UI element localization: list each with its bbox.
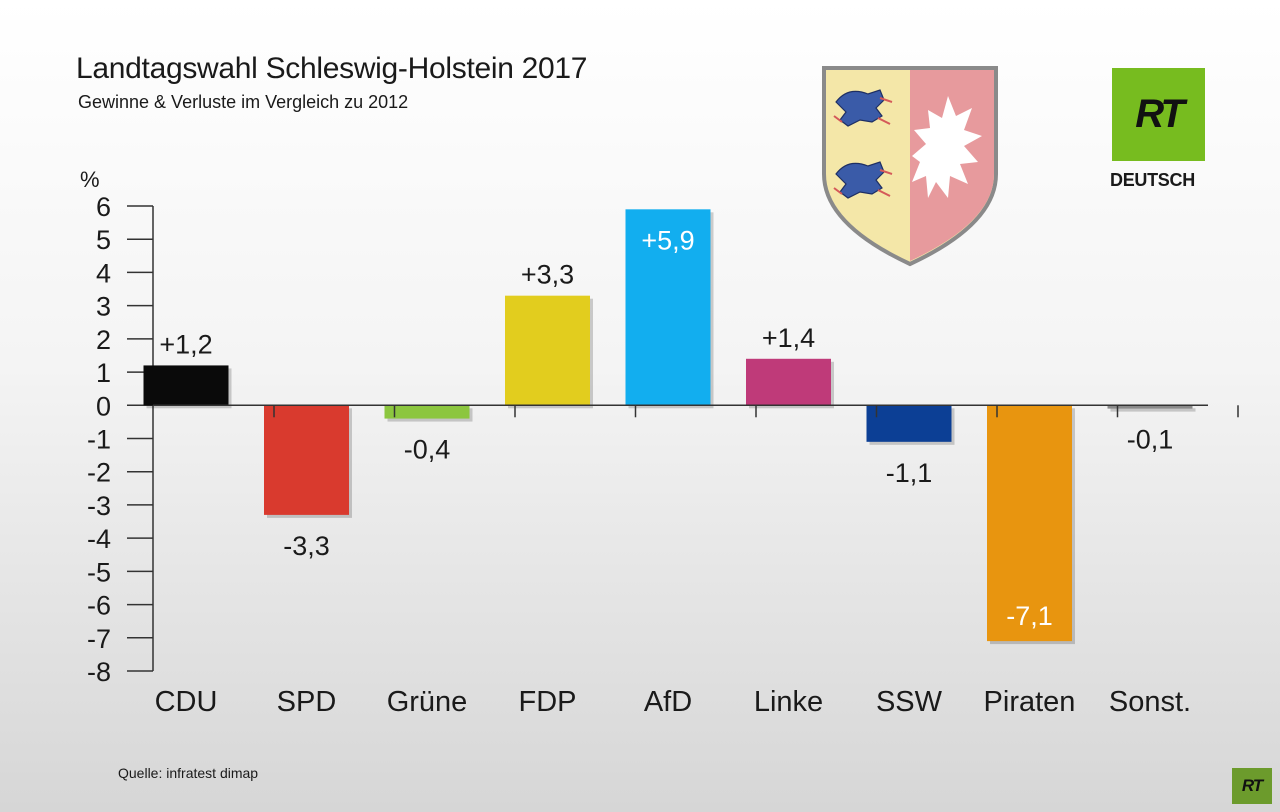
rt-logo: RT bbox=[1112, 68, 1205, 161]
y-tick-label: -4 bbox=[87, 524, 111, 554]
y-tick-label: -7 bbox=[87, 624, 111, 654]
y-tick-label: 6 bbox=[96, 192, 111, 222]
source-note: Quelle: infratest dimap bbox=[118, 765, 259, 781]
bar-spd bbox=[264, 405, 349, 515]
y-tick-label: 5 bbox=[96, 225, 111, 255]
x-tick-label: Linke bbox=[754, 686, 823, 718]
y-tick-label: 1 bbox=[96, 358, 111, 388]
bar-piraten bbox=[987, 405, 1072, 642]
x-tick-label: AfD bbox=[644, 686, 692, 718]
y-tick-label: 4 bbox=[96, 258, 111, 288]
bar-linke bbox=[746, 358, 831, 406]
x-tick-label: SPD bbox=[277, 686, 337, 718]
x-tick-label: FDP bbox=[519, 686, 577, 718]
x-tick-label: Grüne bbox=[387, 686, 468, 718]
y-tick-label: -1 bbox=[87, 425, 111, 455]
x-tick-label: Piraten bbox=[984, 686, 1076, 718]
data-label: -1,1 bbox=[886, 458, 933, 488]
data-label: -7,1 bbox=[1006, 601, 1053, 631]
data-label: +1,2 bbox=[159, 329, 212, 359]
rt-small-logo-text: RT bbox=[1241, 776, 1263, 795]
rt-logo-subtext: DEUTSCH bbox=[1110, 170, 1195, 190]
y-tick-label: -2 bbox=[87, 458, 111, 488]
data-label: -0,1 bbox=[1127, 425, 1174, 455]
bar-ssw bbox=[866, 405, 952, 442]
bar-grne bbox=[384, 405, 470, 419]
bar-sonst bbox=[1107, 405, 1193, 409]
chart-title: Landtagswahl Schleswig-Holstein 2017 bbox=[76, 52, 588, 85]
y-tick-label: -5 bbox=[87, 557, 111, 587]
data-label: -3,3 bbox=[283, 531, 330, 561]
bar-afd bbox=[625, 209, 711, 406]
x-tick-label: CDU bbox=[155, 686, 218, 718]
bar-fdp bbox=[505, 295, 590, 406]
rt-small-logo: RT bbox=[1232, 768, 1272, 804]
y-axis-label: % bbox=[80, 167, 100, 192]
y-tick-label: -3 bbox=[87, 491, 111, 521]
data-label: +3,3 bbox=[521, 260, 574, 290]
bar-cdu bbox=[143, 365, 229, 406]
data-label: +1,4 bbox=[762, 323, 815, 353]
data-label: +5,9 bbox=[641, 225, 694, 255]
rt-logo-text: RT bbox=[1135, 92, 1185, 136]
y-tick-label: 3 bbox=[96, 292, 111, 322]
x-tick-label: Sonst. bbox=[1109, 686, 1191, 718]
schleswig-holstein-coat-of-arms-icon bbox=[822, 66, 998, 267]
data-label: -0,4 bbox=[404, 435, 451, 465]
x-tick-label: SSW bbox=[876, 686, 943, 718]
y-tick-label: 0 bbox=[96, 391, 111, 421]
y-tick-label: 2 bbox=[96, 325, 111, 355]
chart-subtitle: Gewinne & Verluste im Vergleich zu 2012 bbox=[78, 92, 409, 112]
y-tick-label: -8 bbox=[87, 657, 111, 687]
y-tick-label: -6 bbox=[87, 591, 111, 621]
bar-shadow bbox=[1110, 408, 1196, 412]
